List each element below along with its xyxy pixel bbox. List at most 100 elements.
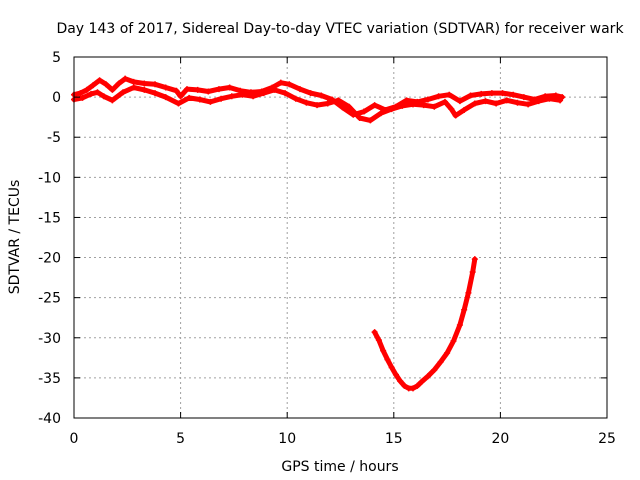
data-point: [186, 94, 193, 101]
data-point: [356, 114, 363, 121]
data-point: [196, 96, 203, 103]
data-point: [177, 93, 184, 100]
data-point: [546, 95, 553, 102]
y-tick-label: -40: [38, 411, 61, 427]
data-point: [96, 77, 103, 84]
data-point: [503, 97, 510, 104]
data-point: [194, 86, 201, 93]
data-point: [130, 78, 137, 85]
data-point: [514, 99, 521, 106]
data-point: [207, 98, 214, 105]
data-point: [435, 93, 442, 100]
data-point: [488, 90, 495, 97]
data-point: [250, 93, 257, 100]
data-point: [424, 373, 431, 380]
data-point: [94, 89, 101, 96]
data-point: [292, 95, 299, 102]
y-tick-label: -5: [47, 130, 61, 146]
data-point: [130, 84, 137, 91]
plot-frame: [73, 56, 608, 419]
data-point: [115, 80, 122, 87]
data-point: [226, 84, 233, 91]
axis-ticks: 0 5 10 15 20 25 5 0 -5 -10 -15 -20 -25 -30 -35 -40: [38, 50, 616, 447]
data-point: [418, 378, 425, 385]
series-band-1: [71, 75, 566, 118]
y-tick-label: -35: [38, 371, 61, 387]
data-point: [335, 97, 342, 104]
data-point: [260, 90, 267, 97]
data-point: [152, 81, 159, 88]
data-point: [173, 87, 180, 94]
data-point: [461, 306, 468, 313]
data-point: [141, 86, 148, 93]
data-point: [239, 91, 246, 98]
data-point: [510, 91, 517, 98]
data-point: [384, 356, 391, 363]
y-tick-label: -20: [38, 251, 61, 267]
data-point: [403, 97, 410, 104]
data-point: [399, 102, 406, 109]
series-trace: [71, 76, 565, 118]
grid-lines: [74, 57, 607, 418]
y-tick-label: -15: [38, 210, 61, 226]
data-point: [205, 88, 212, 95]
data-point: [215, 86, 222, 93]
data-point: [367, 117, 374, 124]
x-tick-label: 15: [385, 431, 403, 447]
data-point: [83, 86, 90, 93]
data-point: [109, 97, 116, 104]
chart-title: Day 143 of 2017, Sidereal Day-to-day VTE…: [56, 21, 624, 37]
data-point: [448, 106, 455, 113]
data-point: [482, 98, 489, 105]
data-point: [307, 90, 314, 97]
data-point: [401, 382, 408, 389]
x-axis-label: GPS time / hours: [281, 459, 398, 475]
data-point: [378, 110, 385, 117]
data-point: [271, 86, 278, 93]
data-point: [557, 97, 564, 104]
data-point: [525, 101, 532, 108]
data-point: [520, 94, 527, 101]
data-point: [535, 98, 542, 105]
x-tick-label: 0: [70, 431, 79, 447]
data-point: [360, 108, 367, 115]
data-point: [371, 329, 378, 336]
data-point: [375, 337, 382, 344]
data-point: [493, 100, 500, 107]
data-point: [318, 92, 325, 99]
series-band-2: [71, 84, 564, 124]
data-point: [452, 112, 459, 119]
data-point: [414, 382, 421, 389]
data-point: [437, 358, 444, 365]
data-point: [431, 103, 438, 110]
data-point: [162, 94, 169, 101]
data-point: [471, 100, 478, 107]
data-point: [122, 75, 129, 82]
y-tick-label: 0: [52, 90, 61, 106]
data-point: [444, 350, 451, 357]
data-point: [441, 98, 448, 105]
data-point: [346, 103, 353, 110]
data-point: [286, 81, 293, 88]
data-point: [380, 347, 387, 354]
data-point: [109, 86, 116, 93]
data-point: [471, 256, 478, 263]
y-tick-label: 5: [52, 50, 61, 66]
data-point: [465, 289, 472, 296]
data-point: [100, 93, 107, 100]
data-point: [397, 378, 404, 385]
data-point: [392, 371, 399, 378]
data-point: [450, 337, 457, 344]
data-point: [162, 84, 169, 91]
data-point: [175, 100, 182, 107]
y-tick-label: -10: [38, 170, 61, 186]
data-point: [314, 102, 321, 109]
data-point: [77, 90, 84, 97]
data-point: [90, 82, 97, 89]
data-point: [461, 106, 468, 113]
y-tick-label: -25: [38, 291, 61, 307]
data-point: [409, 385, 416, 392]
x-tick-label: 10: [278, 431, 296, 447]
data-point: [324, 100, 331, 107]
data-point: [218, 95, 225, 102]
